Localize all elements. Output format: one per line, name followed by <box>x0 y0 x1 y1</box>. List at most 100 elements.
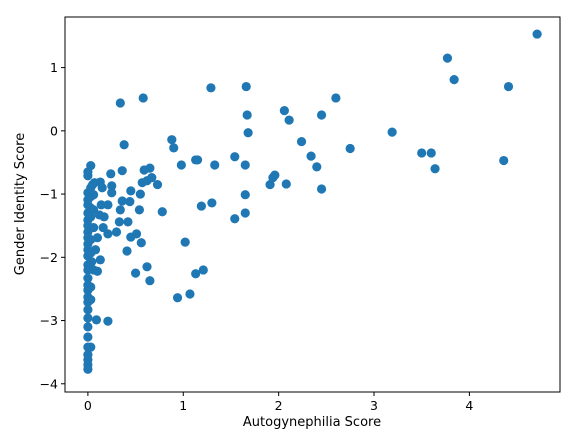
x-tick-label: 4 <box>465 398 473 413</box>
point <box>207 198 217 208</box>
point <box>192 155 203 165</box>
point <box>125 197 135 207</box>
point <box>180 237 190 247</box>
point <box>172 293 183 303</box>
point <box>198 265 208 275</box>
point <box>136 238 146 248</box>
point <box>83 313 93 323</box>
point <box>345 143 355 154</box>
point <box>316 184 327 194</box>
point <box>316 110 327 120</box>
y-tick-label: −1 <box>40 187 58 202</box>
point <box>417 148 427 158</box>
y-tick-label: −2 <box>40 250 58 265</box>
point <box>115 98 125 108</box>
point <box>331 93 341 103</box>
point <box>430 164 440 174</box>
y-tick-label: 0 <box>50 123 58 138</box>
point <box>240 190 250 200</box>
point <box>240 160 250 170</box>
y-tick-label: 1 <box>50 60 58 75</box>
point <box>265 179 275 190</box>
point <box>126 232 136 242</box>
point <box>86 282 96 292</box>
point <box>139 165 149 175</box>
point <box>142 176 152 186</box>
point <box>157 207 167 217</box>
point <box>240 208 250 218</box>
point <box>107 181 117 191</box>
y-tick-label: −4 <box>40 376 58 391</box>
point <box>312 162 322 172</box>
point <box>185 289 195 299</box>
point <box>114 217 124 227</box>
point <box>268 173 278 183</box>
point <box>103 316 113 326</box>
point <box>111 227 122 237</box>
point <box>98 222 108 233</box>
point <box>241 81 251 92</box>
point <box>306 151 316 161</box>
point <box>119 140 129 150</box>
point <box>426 148 436 158</box>
point <box>296 136 307 147</box>
point <box>387 127 397 137</box>
point <box>115 205 125 215</box>
point <box>89 222 99 233</box>
point <box>130 268 141 278</box>
point <box>123 217 133 227</box>
point <box>210 160 220 170</box>
point <box>126 186 136 196</box>
point <box>279 105 289 116</box>
point <box>196 201 206 211</box>
point <box>86 212 96 222</box>
point <box>83 171 93 181</box>
y-axis-label: Gender Identity Score <box>13 133 28 275</box>
point <box>106 169 116 179</box>
point <box>532 29 542 39</box>
point <box>167 135 177 145</box>
point <box>86 342 96 352</box>
point <box>152 179 163 190</box>
point <box>107 188 117 198</box>
point <box>242 110 252 120</box>
point <box>503 81 514 92</box>
point <box>83 322 93 332</box>
point <box>284 115 294 125</box>
point <box>91 315 102 325</box>
point <box>86 234 96 245</box>
point <box>89 205 99 215</box>
point <box>230 214 240 224</box>
point <box>117 196 127 206</box>
point <box>281 179 291 189</box>
point <box>442 53 453 63</box>
point <box>122 246 132 256</box>
point <box>83 273 93 283</box>
point <box>99 212 109 222</box>
point <box>117 166 127 176</box>
point <box>243 128 253 138</box>
point <box>449 75 459 85</box>
x-axis-label: Autogynephilia Score <box>243 415 381 430</box>
point <box>89 190 99 200</box>
point <box>95 255 105 265</box>
point <box>86 248 96 258</box>
point <box>103 229 113 239</box>
point <box>86 183 96 193</box>
point <box>134 205 144 215</box>
plot-frame <box>64 16 561 393</box>
point <box>83 332 93 342</box>
x-tick-label: 0 <box>84 398 92 413</box>
x-tick-label: 2 <box>275 398 283 413</box>
point <box>230 152 240 162</box>
point <box>191 269 201 279</box>
point <box>103 200 113 210</box>
point <box>499 155 509 166</box>
point <box>89 265 99 275</box>
point <box>96 200 106 210</box>
y-tick-label: −3 <box>40 313 58 328</box>
point <box>142 262 152 272</box>
point <box>206 83 216 93</box>
point <box>83 364 93 374</box>
